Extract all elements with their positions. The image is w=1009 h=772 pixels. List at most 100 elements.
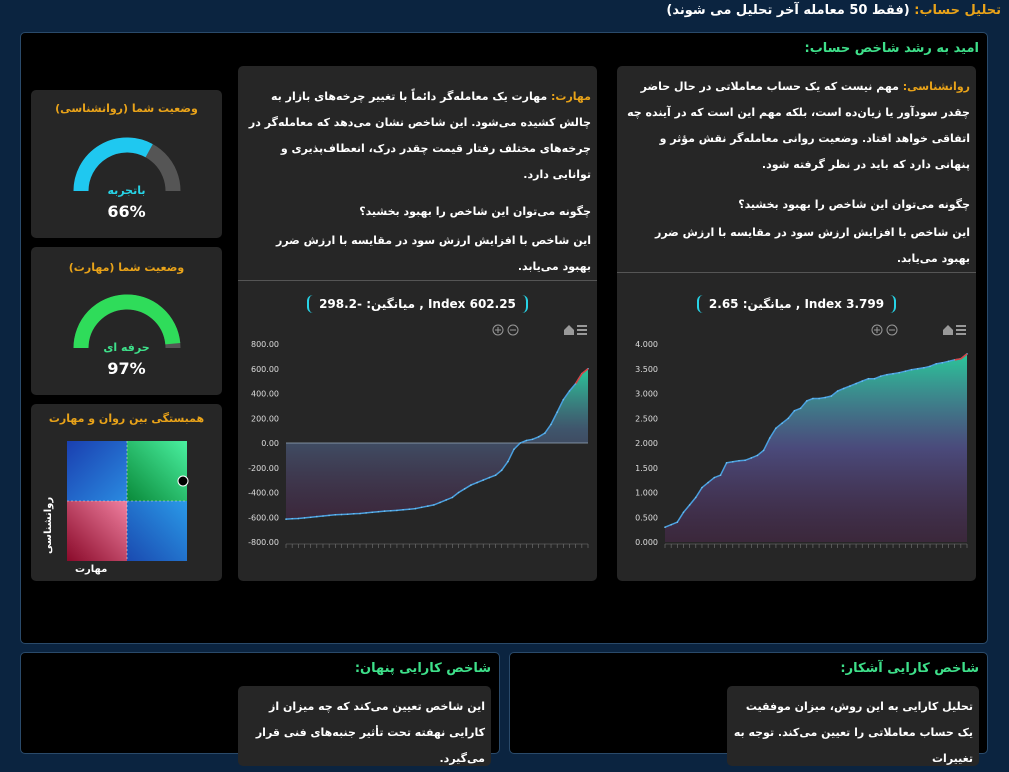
series-line-end (954, 353, 968, 361)
data-point (873, 377, 876, 380)
data-point (892, 372, 894, 375)
data-point (879, 375, 882, 377)
data-point (556, 411, 558, 413)
data-point (929, 365, 931, 368)
skill-gauge (73, 294, 181, 349)
data-point (359, 512, 361, 515)
data-point (488, 476, 491, 479)
data-point (688, 504, 691, 506)
skill-panel: مهارت: مهارت یک معامله‌گر دائماً با تغیی… (238, 66, 597, 581)
data-point (519, 442, 521, 444)
data-point (537, 436, 540, 438)
data-point (550, 423, 552, 426)
psychology-chart: 0.000 0.500 1.000 1.500 2.000 2.500 3.000 3.500… (635, 324, 968, 548)
psychology-panel: روانشناسی: مهم نیست که یک حساب معاملاتی … (617, 66, 976, 581)
skill-label: مهارت: (551, 90, 591, 103)
divider (617, 272, 976, 273)
data-point (744, 459, 746, 462)
data-point (923, 367, 925, 369)
data-point (769, 437, 771, 439)
psychology-how-title: چگونه می‌توان این شاخص را بهبود بخشید؟ (738, 198, 970, 211)
zoom-in-icon[interactable] (871, 324, 883, 336)
skill-gauge-percent: 97% (107, 359, 146, 378)
data-point (818, 397, 820, 400)
data-point (371, 511, 374, 514)
data-point (377, 510, 380, 513)
data-point (701, 486, 703, 489)
y-tick-label: 800.00 (251, 340, 279, 349)
data-point (849, 385, 851, 387)
data-point (494, 474, 497, 476)
y-tick-label: 1.500 (635, 464, 658, 473)
correlation-y-label-wrap: روانشناسی (43, 497, 57, 554)
data-point (297, 517, 300, 520)
data-point (867, 377, 870, 380)
zoom-out-icon[interactable] (886, 324, 898, 336)
quadrant-bottom-right (127, 501, 187, 561)
data-point (775, 427, 777, 429)
hidden-performance-title: شاخص کارایی پنهان: (354, 661, 491, 676)
data-point (340, 513, 343, 516)
data-point (328, 514, 330, 517)
quadrant-top-right (127, 441, 187, 501)
skill-stats-pill: میانگین: -298.2 , Index 602.25 (307, 295, 528, 313)
data-point (408, 508, 411, 510)
data-point (309, 516, 312, 519)
y-tick-label: 2.500 (635, 414, 658, 423)
data-point (787, 417, 790, 420)
y-tick-label: -200.00 (248, 464, 279, 473)
data-point (316, 515, 318, 518)
data-point (470, 484, 472, 486)
data-point (420, 506, 423, 509)
data-point (346, 513, 349, 515)
psychology-gauge (73, 137, 181, 192)
skill-chart: -800.00 -600.00 -400.00 -200.00 0.00 200.00 40… (248, 324, 589, 548)
data-point (451, 496, 454, 499)
skill-how-text: این شاخص با افزایش ارزش سود در مقایسه با… (276, 234, 591, 273)
psychology-gauge-percent: 66% (107, 202, 146, 221)
menu-icon[interactable] (577, 325, 587, 335)
data-point (500, 469, 503, 471)
skill-gauge-title: وضعیت شما (مهارت) (68, 261, 185, 274)
hidden-performance-text: این شاخص تعیین می‌کند که چه میزان از کار… (255, 700, 485, 765)
data-point (886, 373, 888, 376)
data-point (334, 514, 337, 516)
zoom-out-icon[interactable] (507, 324, 519, 336)
menu-icon[interactable] (956, 325, 966, 335)
data-point (732, 461, 734, 463)
y-tick-label: 1.000 (635, 489, 658, 498)
psychology-gauge-label: باتجربه (107, 184, 146, 197)
data-point (842, 387, 845, 390)
growth-index-title: امید به رشد شاخص حساب: (804, 41, 979, 56)
data-point (383, 510, 386, 512)
psychology-gauge-title: وضعیت شما (روانشناسی) (55, 102, 198, 115)
data-point (713, 476, 716, 479)
psychology-how-text: این شاخص با افزایش ارزش سود در مقایسه با… (655, 226, 970, 265)
data-point (670, 523, 672, 526)
y-tick-label: 0.00 (261, 439, 279, 448)
data-point (390, 510, 392, 512)
y-tick-label: -800.00 (248, 538, 279, 547)
data-point (531, 438, 534, 441)
data-point (855, 382, 857, 385)
psychology-label: روانشناسی: (902, 80, 970, 93)
home-icon[interactable] (564, 325, 574, 335)
data-point (941, 362, 944, 364)
zoom-in-icon[interactable] (492, 324, 504, 336)
home-icon[interactable] (943, 325, 953, 335)
data-point (799, 407, 802, 410)
y-tick-label: 400.00 (251, 390, 279, 399)
gauge-fill (73, 137, 153, 192)
data-point (682, 511, 685, 514)
data-point (947, 360, 950, 363)
data-point (433, 504, 435, 506)
data-point (861, 380, 863, 382)
data-point (482, 479, 484, 481)
data-point (664, 526, 666, 528)
data-point (707, 481, 709, 484)
data-point (414, 507, 417, 510)
skill-chart-plot: -800.00 -600.00 -400.00 -200.00 0.00 200.00 40… (248, 340, 589, 548)
data-point (476, 481, 478, 484)
data-point (725, 462, 728, 464)
data-point (463, 488, 466, 490)
